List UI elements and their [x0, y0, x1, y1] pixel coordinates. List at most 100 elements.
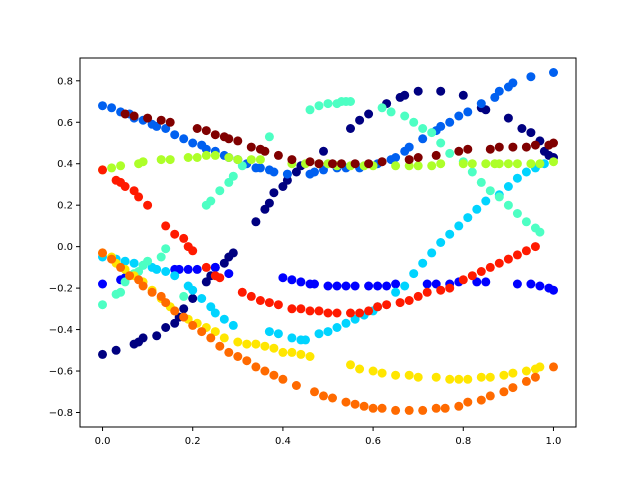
data-point: [179, 312, 189, 322]
data-point: [476, 395, 486, 405]
data-point: [467, 159, 477, 169]
data-point: [210, 150, 220, 160]
data-point: [512, 159, 522, 169]
data-point: [107, 254, 117, 264]
data-point: [215, 186, 225, 196]
data-point: [494, 86, 504, 96]
data-point: [481, 159, 491, 169]
data-point: [476, 99, 486, 109]
data-point: [391, 279, 401, 289]
data-point: [404, 142, 414, 152]
y-tick-label: 0.6: [57, 118, 73, 129]
data-point: [260, 204, 270, 214]
data-point: [152, 264, 162, 274]
data-point: [233, 337, 243, 347]
data-point: [332, 308, 342, 318]
data-point: [503, 254, 513, 264]
data-point: [219, 258, 229, 268]
data-point: [291, 381, 301, 390]
data-point: [120, 182, 130, 191]
data-point: [350, 159, 360, 169]
data-point: [273, 150, 283, 160]
data-point: [431, 279, 441, 289]
data-point: [436, 285, 446, 295]
data-point: [287, 347, 297, 357]
data-point: [364, 159, 374, 169]
data-point: [485, 372, 495, 382]
data-point: [400, 111, 410, 121]
data-point: [260, 366, 270, 376]
data-point: [323, 99, 333, 109]
data-point: [264, 298, 274, 308]
data-point: [391, 370, 401, 380]
data-point: [454, 221, 464, 231]
data-point: [359, 401, 369, 411]
data-point: [485, 262, 495, 272]
data-point: [454, 374, 464, 384]
x-tick-label: 0.2: [185, 436, 201, 447]
data-point: [291, 167, 301, 177]
data-point: [526, 128, 536, 138]
data-point: [273, 300, 283, 310]
y-tick-label: −0.8: [49, 408, 73, 419]
data-point: [530, 140, 540, 150]
data-point: [395, 298, 405, 308]
data-point: [472, 204, 482, 214]
data-point: [526, 279, 536, 289]
data-point: [512, 173, 522, 183]
data-point: [134, 275, 144, 285]
data-point: [269, 370, 279, 380]
data-point: [183, 264, 193, 274]
data-point: [282, 169, 292, 179]
data-point: [188, 320, 198, 330]
y-tick-label: 0.0: [57, 242, 73, 253]
data-point: [431, 403, 441, 413]
data-point: [526, 159, 536, 169]
data-point: [521, 142, 531, 152]
data-point: [156, 115, 166, 125]
data-point: [116, 287, 126, 297]
data-point: [454, 111, 464, 121]
series-5: [98, 150, 558, 175]
data-point: [512, 209, 522, 218]
data-point: [355, 364, 365, 374]
data-point: [436, 138, 446, 148]
data-point: [251, 217, 261, 227]
data-point: [341, 318, 351, 328]
data-point: [98, 165, 107, 175]
data-point: [485, 144, 495, 154]
data-point: [201, 150, 211, 160]
data-point: [499, 387, 509, 397]
data-point: [188, 138, 198, 148]
data-point: [391, 287, 401, 297]
data-point: [508, 383, 518, 393]
data-point: [224, 153, 234, 162]
data-point: [188, 285, 198, 295]
x-tick-label: 0.4: [275, 436, 291, 447]
data-point: [346, 360, 355, 370]
series-3: [98, 159, 549, 345]
data-point: [422, 287, 432, 297]
data-point: [431, 372, 441, 382]
data-point: [404, 161, 414, 171]
data-point: [224, 347, 234, 357]
data-point: [282, 175, 292, 185]
data-point: [535, 281, 545, 291]
data-point: [264, 132, 274, 142]
data-point: [445, 117, 455, 127]
y-tick-label: 0.2: [57, 201, 73, 212]
data-point: [409, 269, 419, 279]
data-point: [210, 327, 220, 337]
data-point: [206, 333, 216, 343]
data-point: [305, 157, 315, 167]
data-point: [476, 177, 486, 187]
data-point: [463, 144, 473, 154]
data-point: [377, 103, 387, 113]
data-point: [287, 304, 297, 314]
data-point: [512, 250, 522, 260]
data-point: [242, 356, 252, 366]
data-point: [436, 86, 446, 96]
data-point: [224, 134, 234, 144]
data-point: [192, 153, 202, 162]
data-point: [161, 124, 171, 133]
